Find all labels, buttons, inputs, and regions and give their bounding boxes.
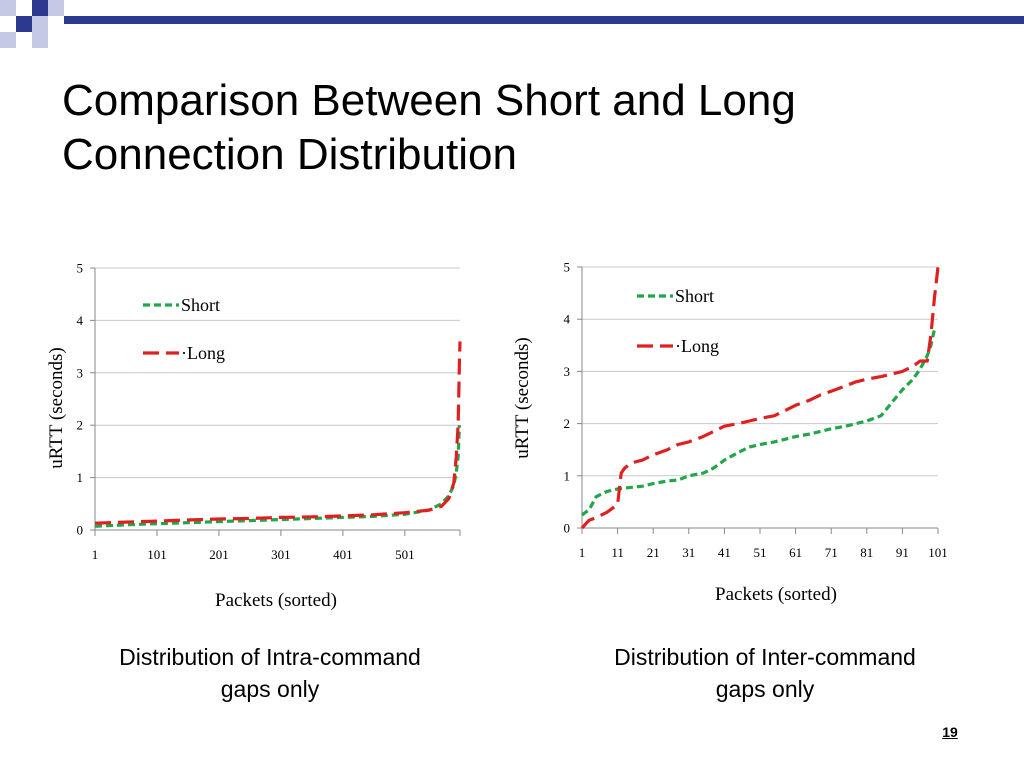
- deco-square-dark: [16, 16, 32, 32]
- x-tick-label: 21: [647, 545, 660, 560]
- y-tick-label: 3: [77, 365, 84, 380]
- x-tick-label: 31: [682, 545, 695, 560]
- slide-title-line2: Connection Distribution: [62, 130, 517, 179]
- page-number: 19: [942, 724, 958, 740]
- x-axis-label: Packets (sorted): [715, 584, 837, 605]
- y-tick-label: 0: [77, 523, 84, 538]
- slide-title-line1: Comparison Between Short and Long: [62, 76, 796, 125]
- y-tick-label: 2: [564, 416, 571, 431]
- series-line-long: [94, 341, 462, 525]
- x-axis-label: Packets (sorted): [215, 590, 337, 611]
- legend-label-long: ·Long: [181, 343, 225, 363]
- y-tick-label: 2: [77, 418, 84, 433]
- legend-label-short: Short: [181, 295, 220, 315]
- deco-square-light: [32, 16, 48, 32]
- y-tick-label: 3: [564, 364, 571, 379]
- y-tick-label: 4: [564, 312, 571, 327]
- series-line-long: [580, 266, 940, 530]
- caption-inter-command: Distribution of Inter-command gaps only: [555, 641, 975, 705]
- x-tick-label: 201: [209, 547, 229, 562]
- y-axis-label: uRTT (seconds): [512, 337, 533, 458]
- deco-square-light: [32, 32, 48, 48]
- series-line-short: [581, 329, 936, 517]
- caption-left-line2: gaps only: [220, 676, 320, 702]
- x-tick-label: 11: [611, 545, 624, 560]
- corner-decoration: [0, 0, 1024, 48]
- y-tick-label: 5: [564, 260, 571, 275]
- y-tick-label: 1: [564, 468, 571, 483]
- legend-label-short: Short: [675, 286, 714, 306]
- x-tick-label: 1: [579, 545, 586, 560]
- x-tick-label: 401: [333, 547, 353, 562]
- x-tick-label: 41: [718, 545, 731, 560]
- x-tick-label: 51: [754, 545, 767, 560]
- x-tick-label: 101: [147, 547, 167, 562]
- y-tick-label: 4: [77, 313, 84, 328]
- deco-square-light: [0, 32, 16, 48]
- x-tick-label: 1: [92, 547, 99, 562]
- x-tick-label: 91: [896, 545, 909, 560]
- legend-label-long: ·Long: [675, 336, 719, 356]
- y-tick-label: 0: [564, 521, 571, 536]
- header-bar: [64, 16, 1024, 24]
- x-tick-label: 501: [395, 547, 415, 562]
- y-tick-label: 5: [77, 261, 84, 276]
- caption-left-line1: Distribution of Intra-command: [119, 644, 421, 670]
- deco-square-light: [0, 0, 16, 16]
- x-tick-label: 71: [825, 545, 838, 560]
- deco-square-light: [48, 0, 64, 16]
- caption-right-line2: gaps only: [715, 676, 815, 702]
- x-tick-label: 81: [860, 545, 873, 560]
- caption-right-line1: Distribution of Inter-command: [614, 644, 916, 670]
- slide-title: Comparison Between Short and Long Connec…: [62, 74, 962, 182]
- deco-square-dark: [32, 0, 48, 16]
- y-tick-label: 1: [77, 470, 84, 485]
- x-tick-label: 101: [928, 545, 948, 560]
- x-tick-label: 301: [271, 547, 291, 562]
- caption-intra-command: Distribution of Intra-command gaps only: [60, 641, 480, 705]
- y-axis-label: uRTT (seconds): [46, 347, 67, 468]
- deco-square-white: [16, 0, 32, 16]
- x-tick-label: 61: [789, 545, 802, 560]
